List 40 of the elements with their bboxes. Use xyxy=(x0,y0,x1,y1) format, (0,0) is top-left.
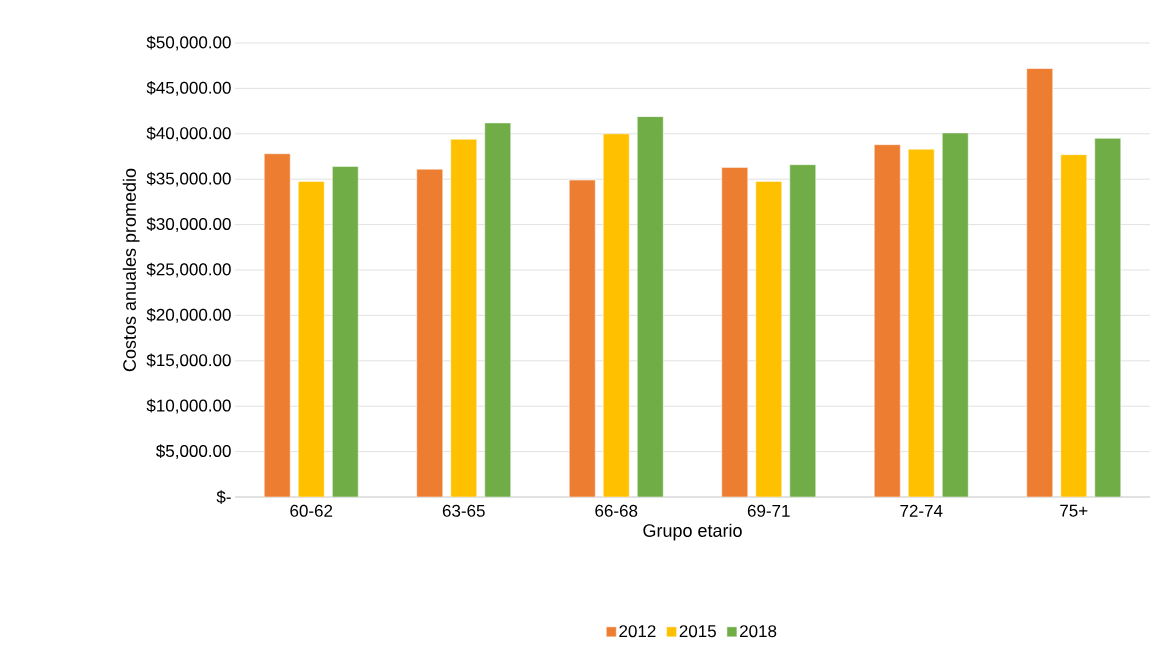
y-tick-label: $5,000.00 xyxy=(156,444,231,459)
bar xyxy=(1060,154,1088,497)
bar xyxy=(1094,138,1122,497)
y-tick-label: $- xyxy=(216,490,231,504)
legend-label: 2015 xyxy=(679,625,716,638)
bar xyxy=(908,148,935,497)
bar xyxy=(416,168,443,497)
x-tick-label: 63-65 xyxy=(442,504,485,517)
y-tick-label: $25,000.00 xyxy=(146,262,231,278)
x-tick-label: 60-62 xyxy=(290,504,333,517)
bar xyxy=(298,181,325,497)
x-tick-label: 72-74 xyxy=(900,504,943,517)
bar xyxy=(874,144,901,497)
y-axis-title: Costos anuales promedio xyxy=(122,168,140,372)
bar xyxy=(264,153,291,497)
bar xyxy=(721,167,748,497)
y-tick-label: $45,000.00 xyxy=(146,81,231,96)
bar xyxy=(755,181,782,497)
legend-label: 2018 xyxy=(740,625,777,638)
bar xyxy=(569,179,596,497)
y-tick-label: $10,000.00 xyxy=(146,398,231,414)
bar xyxy=(1026,68,1053,497)
bar xyxy=(484,122,511,497)
bar xyxy=(637,116,664,497)
y-tick-label: $40,000.00 xyxy=(146,126,231,142)
y-tick-label: $50,000.00 xyxy=(146,35,231,51)
y-tick-label: $35,000.00 xyxy=(146,171,231,187)
y-tick-label: $30,000.00 xyxy=(146,217,231,232)
x-axis-title: Grupo etario xyxy=(643,523,742,541)
x-tick-label: 75+ xyxy=(1060,504,1088,517)
bar xyxy=(332,166,359,497)
legend-label: 2012 xyxy=(619,625,656,638)
x-tick-label: 66-68 xyxy=(595,504,638,517)
bar xyxy=(450,139,477,497)
bar xyxy=(789,164,817,497)
y-tick-label: $15,000.00 xyxy=(146,353,231,369)
bar xyxy=(603,133,630,497)
x-tick-label: 69-71 xyxy=(747,504,790,517)
bar xyxy=(942,132,969,497)
y-tick-label: $20,000.00 xyxy=(146,308,231,323)
